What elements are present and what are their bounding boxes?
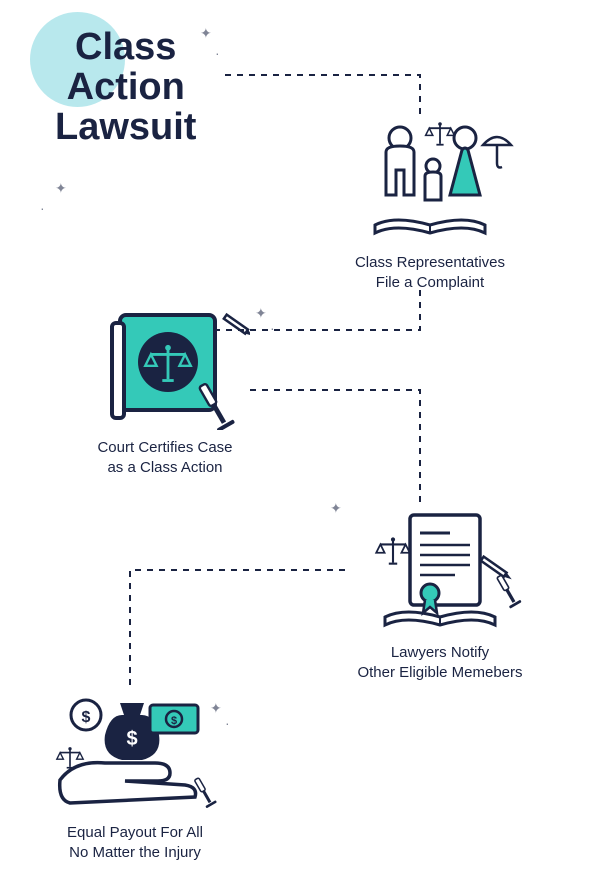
step3-label-line2: Other Eligible Memebers (330, 663, 550, 683)
step3: Lawyers NotifyOther Eligible Memebers (330, 505, 550, 682)
connector-4 (130, 570, 345, 685)
step1-family-icon (345, 115, 515, 245)
step2-label-line1: Court Certifies Case (55, 438, 275, 458)
step4-label: Equal Payout For AllNo Matter the Injury (25, 823, 245, 862)
step2-label-line2: as a Class Action (55, 458, 275, 478)
step2-label: Court Certifies Caseas a Class Action (55, 438, 275, 477)
connector-3 (250, 390, 420, 505)
step3-label-line1: Lawyers Notify (330, 643, 550, 663)
svg-text:$: $ (126, 728, 137, 750)
step4: $ $ $ Equal Payout For AllNo Matter the … (25, 685, 245, 862)
svg-text:$: $ (82, 709, 91, 726)
step4-payout-icon: $ $ $ (50, 685, 220, 815)
sparkle-2: ✦ (55, 180, 67, 197)
step1-label-line2: File a Complaint (320, 273, 540, 293)
svg-text:$: $ (171, 715, 177, 727)
step3-label: Lawyers NotifyOther Eligible Memebers (330, 643, 550, 682)
sparkle-0: ✦ (200, 25, 212, 42)
step4-label-line2: No Matter the Injury (25, 843, 245, 863)
step4-label-line1: Equal Payout For All (25, 823, 245, 843)
sparkle-1: · (215, 45, 220, 61)
sparkle-3: · (40, 200, 45, 216)
step3-document-icon (355, 505, 525, 635)
step1-label-line1: Class Representatives (320, 253, 540, 273)
step2: Court Certifies Caseas a Class Action (55, 300, 275, 477)
step1-label: Class RepresentativesFile a Complaint (320, 253, 540, 292)
connector-1 (225, 75, 420, 115)
step2-lawbook-icon (80, 300, 250, 430)
step1: Class RepresentativesFile a Complaint (320, 115, 540, 292)
